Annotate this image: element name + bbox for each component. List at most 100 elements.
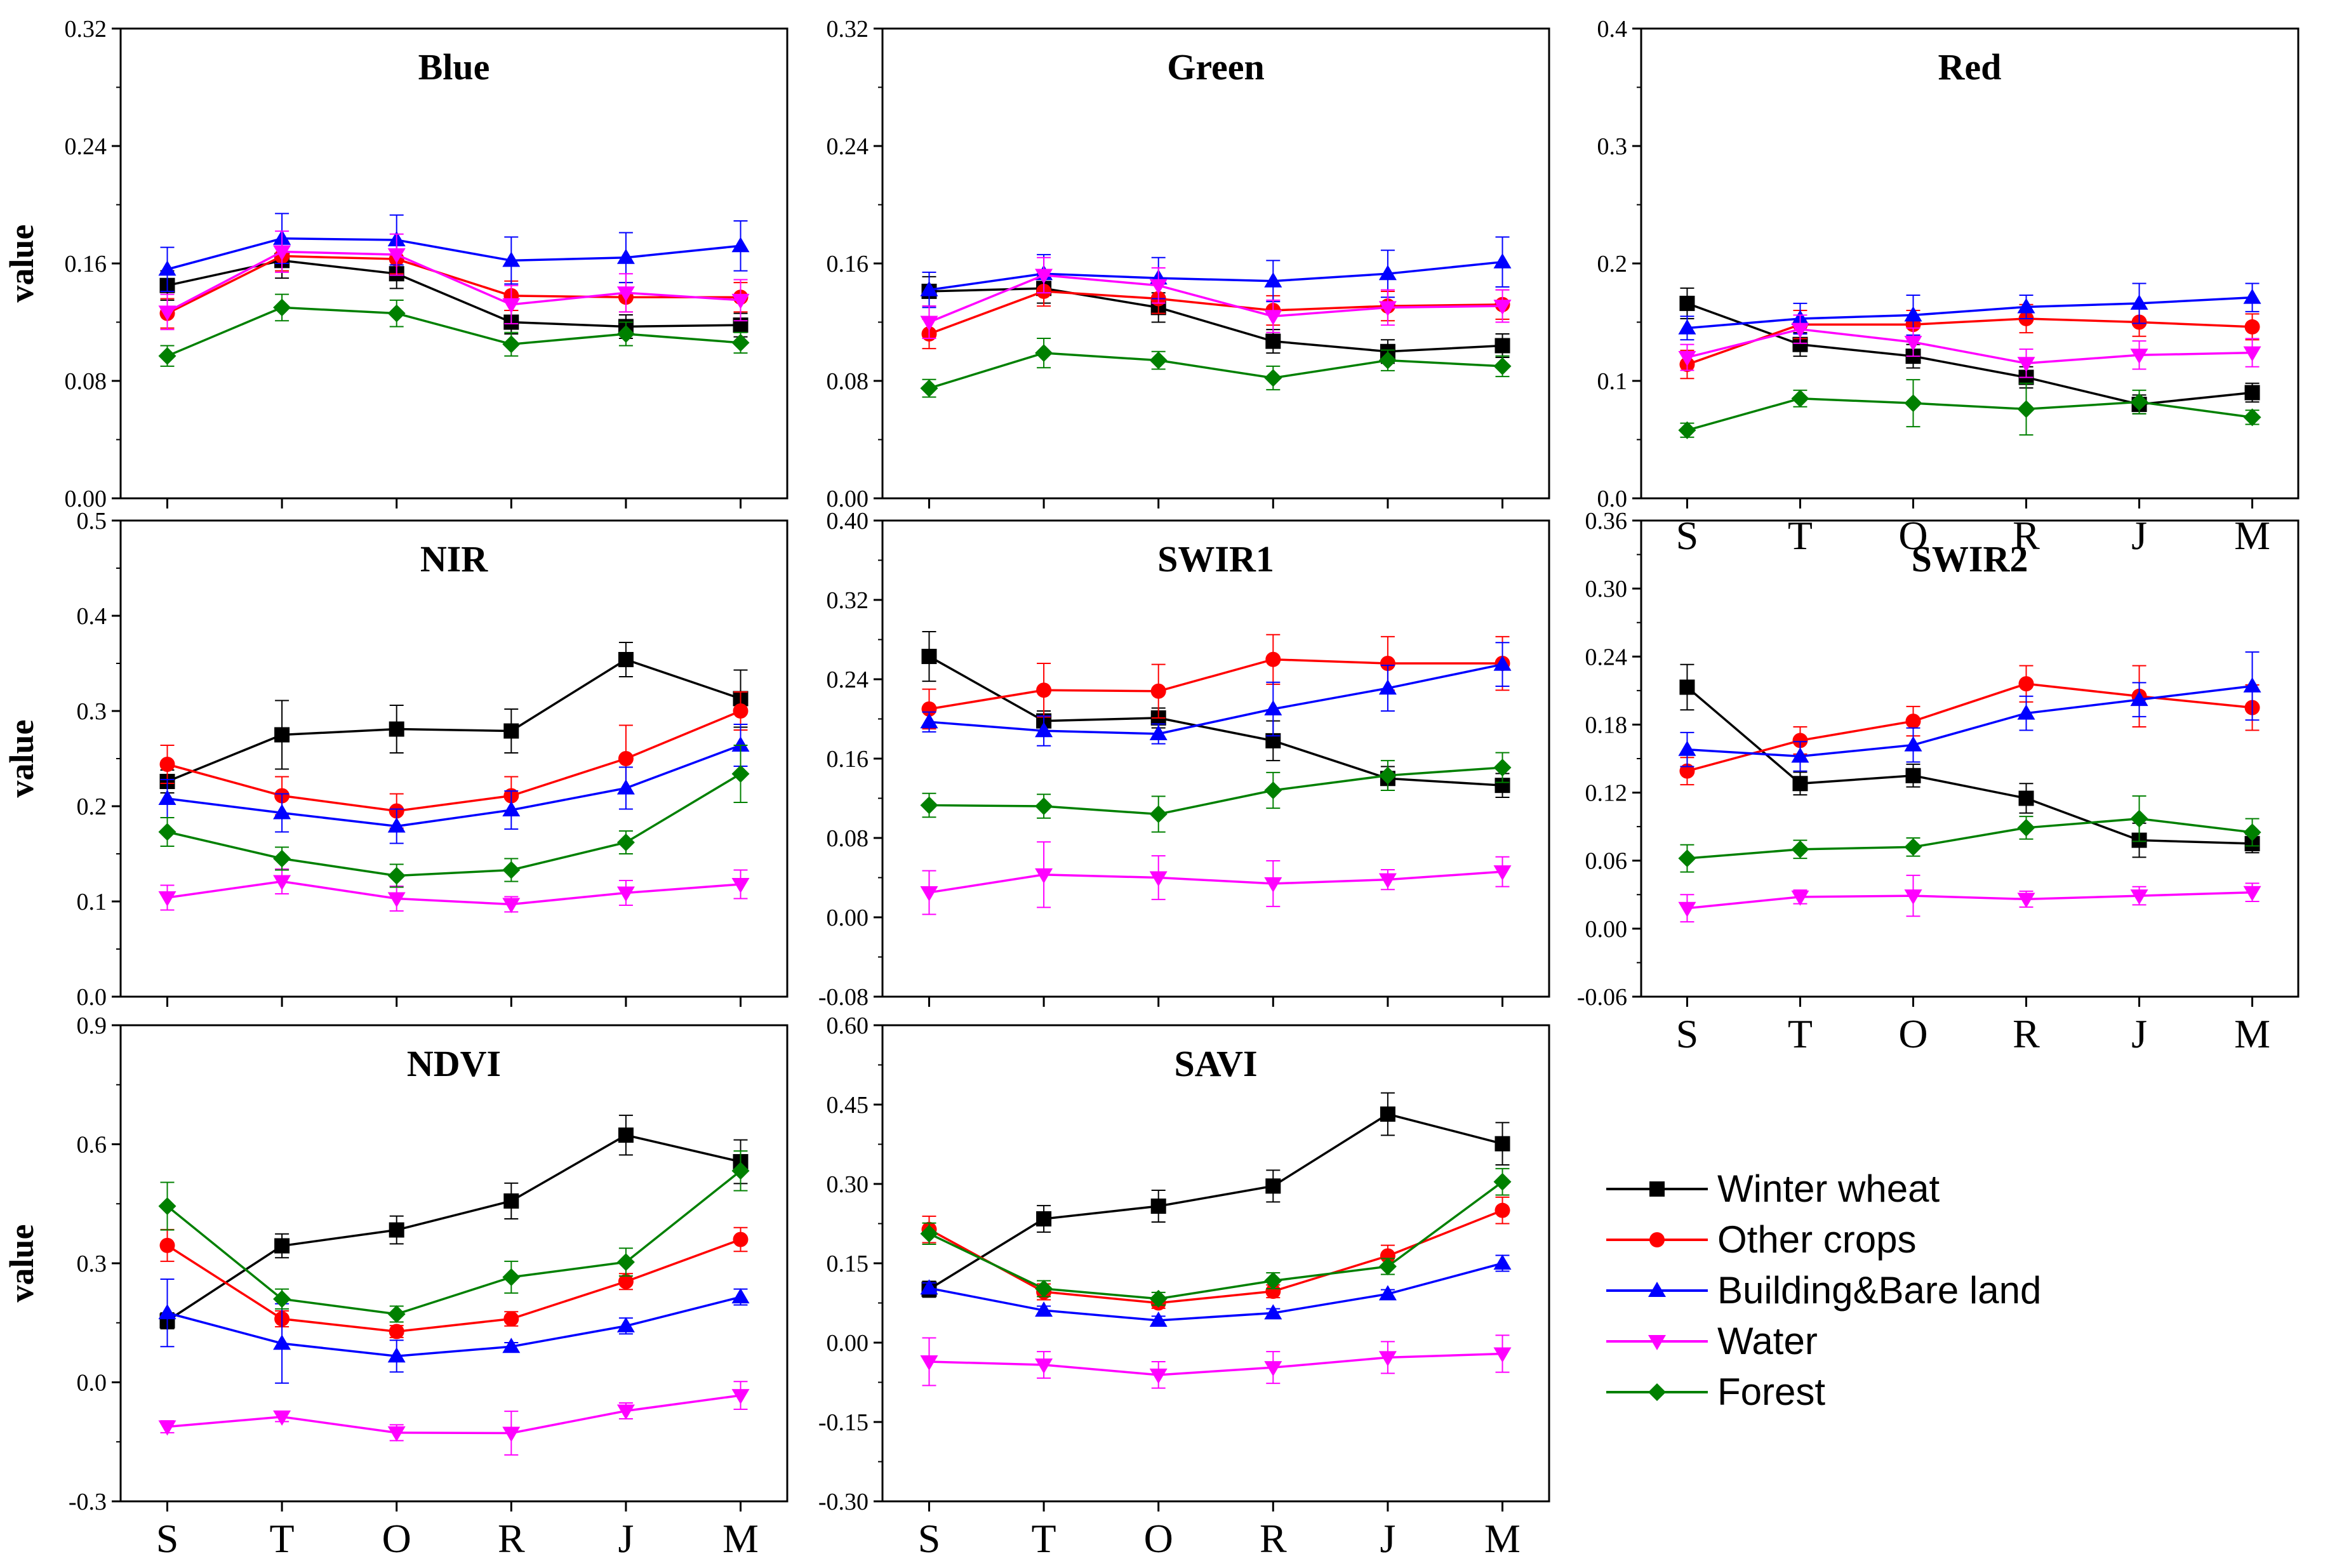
data-point — [2244, 385, 2260, 401]
data-point — [387, 304, 406, 322]
data-point — [387, 248, 406, 264]
data-point — [1378, 265, 1397, 281]
y-tick-label: 0.16 — [65, 251, 107, 277]
data-point — [2017, 818, 2035, 837]
data-point — [1378, 873, 1397, 889]
y-tick-label: 0.32 — [827, 587, 869, 614]
data-point — [1035, 1301, 1053, 1317]
series-forest — [158, 293, 750, 367]
data-point — [2018, 790, 2034, 806]
data-point — [1493, 865, 1512, 881]
data-point — [733, 1232, 749, 1247]
series-other-crops — [1679, 665, 2260, 786]
data-point — [1904, 335, 1922, 351]
data-point — [1264, 700, 1282, 715]
y-tick-label: 0.30 — [1585, 576, 1628, 602]
data-point — [158, 790, 176, 805]
y-tick-label: 0.16 — [827, 746, 869, 773]
series-line — [166, 1170, 742, 1315]
series-line — [929, 663, 1503, 735]
panel-title: Red — [1938, 46, 2002, 88]
data-point — [1035, 797, 1053, 815]
x-tick-label: S — [918, 1516, 941, 1561]
data-point — [158, 1304, 176, 1320]
series-forest — [920, 752, 1512, 833]
data-point — [273, 1290, 291, 1308]
data-point — [387, 1426, 406, 1442]
y-tick-label: 0.00 — [827, 905, 869, 931]
y-axis-label: value — [3, 719, 41, 797]
data-point — [158, 1197, 176, 1215]
x-tick-label: M — [722, 1516, 759, 1561]
data-point — [1036, 1211, 1052, 1226]
data-point — [1679, 679, 1695, 695]
data-point — [1904, 394, 1922, 413]
data-point — [1493, 253, 1512, 269]
data-point — [618, 652, 634, 667]
data-point — [1265, 1178, 1281, 1194]
data-point — [1792, 733, 1808, 748]
data-point — [158, 347, 176, 365]
series-other-crops — [921, 634, 1510, 730]
series-winter-wheat — [921, 1092, 1510, 1298]
x-tick-label: S — [156, 1516, 179, 1561]
y-tick-label: 0.00 — [827, 1330, 869, 1357]
data-point — [1678, 849, 1696, 868]
plot-frame — [1640, 519, 2300, 998]
data-point — [733, 703, 749, 719]
series-building-bare-land — [158, 213, 750, 292]
x-tick-label: R — [2013, 1011, 2040, 1056]
series-line — [167, 1296, 741, 1358]
series-line — [929, 1352, 1503, 1376]
series-line — [166, 1134, 741, 1322]
y-tick-label: 0.08 — [827, 825, 869, 852]
y-tick-label: 0.00 — [65, 486, 107, 512]
series-line — [929, 766, 1503, 816]
data-point — [1265, 1284, 1281, 1299]
data-point — [1678, 740, 1696, 756]
data-point — [273, 875, 291, 891]
series-winter-wheat — [1679, 663, 2260, 858]
panel-swir1: -0.08 0.00 0.08 0.16 0.24 0.32 0.40 SWIR1 — [818, 508, 1550, 1011]
data-point — [1495, 1136, 1510, 1152]
data-point — [2017, 357, 2035, 373]
y-tick-label: 0.08 — [827, 368, 869, 395]
data-point — [1791, 840, 1809, 858]
series-line — [1687, 296, 2253, 329]
series-forest — [920, 1167, 1512, 1308]
data-point — [1380, 1248, 1395, 1264]
data-point — [1378, 766, 1397, 785]
data-point — [1264, 1361, 1282, 1377]
y-tick-label: 0.18 — [1585, 712, 1628, 738]
y-tick-label: 0.30 — [827, 1171, 869, 1198]
data-point — [158, 260, 176, 276]
data-point — [731, 765, 750, 783]
data-point — [920, 713, 938, 729]
data-point — [1149, 1289, 1168, 1308]
series-line — [928, 1181, 1503, 1300]
data-point — [1378, 1351, 1397, 1367]
panel-title: SWIR1 — [1157, 538, 1274, 580]
series-winter-wheat — [921, 273, 1510, 364]
data-point — [1378, 301, 1397, 317]
data-point — [389, 1222, 404, 1238]
series-winter-wheat — [159, 1114, 749, 1330]
data-point — [389, 721, 404, 737]
y-tick-label: 0.24 — [65, 133, 107, 160]
data-point — [1035, 269, 1053, 284]
data-point — [1380, 1106, 1395, 1122]
data-point — [1904, 736, 1922, 752]
x-tick-label: J — [1380, 1516, 1395, 1561]
y-tick-label: 0.5 — [77, 508, 107, 535]
data-point — [2243, 886, 2261, 901]
y-tick-label: 0.9 — [77, 1013, 107, 1039]
y-tick-label: 0.08 — [65, 368, 107, 395]
plot-frame — [881, 519, 1550, 998]
panel-nir: 0.0 0.1 0.2 0.3 0.4 0.5 NIR value — [3, 508, 789, 1011]
data-point — [2017, 893, 2035, 908]
data-point — [502, 298, 521, 314]
data-point — [1264, 272, 1282, 288]
legend: Winter wheat Other crops Building&Bare l… — [1606, 1167, 2041, 1413]
x-tick-label: O — [1898, 1011, 1927, 1056]
data-point — [502, 898, 521, 914]
